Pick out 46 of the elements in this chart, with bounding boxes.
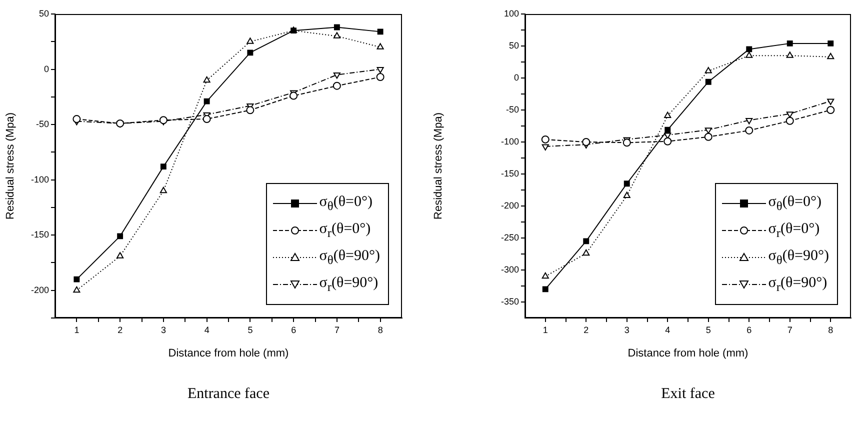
x-tick-label: 8 <box>828 324 834 335</box>
x-tick-label: 7 <box>334 324 340 335</box>
y-tick-label: 0 <box>514 72 519 82</box>
x-tick-label: 6 <box>746 324 752 335</box>
legend-label: σ$_{r}$(θ=90°) <box>768 274 828 294</box>
text: Exit face <box>661 386 715 403</box>
y-tick-label: -50 <box>506 104 519 114</box>
x-tick-label: 1 <box>74 324 80 335</box>
legend-label: σ$_{θ}$(θ=90°) <box>319 248 380 268</box>
y-axis-title: Residual stress (Mpa) <box>432 112 445 220</box>
y-tick-label: -200 <box>30 284 49 295</box>
y-tick-label: 50 <box>38 8 49 18</box>
x-tick-label: 5 <box>706 324 711 335</box>
y-tick-label: -100 <box>30 174 49 184</box>
text: Entrance face <box>187 386 270 403</box>
x-axis-title: Distance from hole (mm) <box>628 347 748 360</box>
legend-label: σ$_{θ}$(θ=0°) <box>319 194 372 214</box>
legend-label: σ$_{r}$(θ=0°) <box>319 220 371 240</box>
x-tick-label: 3 <box>160 324 166 335</box>
x-axis-title: Distance from hole (mm) <box>168 347 289 360</box>
y-tick-label: 50 <box>508 40 519 50</box>
y-tick-label: -100 <box>500 136 519 146</box>
x-tick-label: 2 <box>584 324 589 335</box>
y-tick-label: 0 <box>44 64 49 74</box>
y-tick-label: -300 <box>500 264 519 274</box>
y-tick-label: -150 <box>500 168 519 178</box>
x-tick-label: 1 <box>542 324 548 335</box>
x-tick-label: 4 <box>204 324 210 335</box>
x-tick-label: 3 <box>624 324 630 335</box>
x-tick-label: 5 <box>248 324 253 335</box>
legend-label: σ$_{r}$(θ=0°) <box>768 220 820 240</box>
legend-label: σ$_{r}$(θ=90°) <box>319 274 378 294</box>
y-tick-label: -200 <box>500 200 519 210</box>
y-tick-label: -50 <box>36 119 49 130</box>
legend-label: σ$_{θ}$(θ=0°) <box>768 194 822 214</box>
y-tick-label: -350 <box>500 296 519 306</box>
y-axis-title: Residual stress (Mpa) <box>4 112 17 220</box>
y-tick-label: -150 <box>30 230 49 240</box>
x-tick-label: 7 <box>787 324 792 335</box>
x-tick-label: 6 <box>291 324 296 335</box>
x-tick-label: 4 <box>665 324 670 335</box>
y-tick-label: 100 <box>504 8 519 18</box>
x-tick-label: 2 <box>118 324 123 335</box>
y-tick-label: -250 <box>500 232 519 242</box>
x-tick-label: 8 <box>378 324 383 335</box>
legend-label: σ$_{θ}$(θ=90°) <box>768 248 829 268</box>
